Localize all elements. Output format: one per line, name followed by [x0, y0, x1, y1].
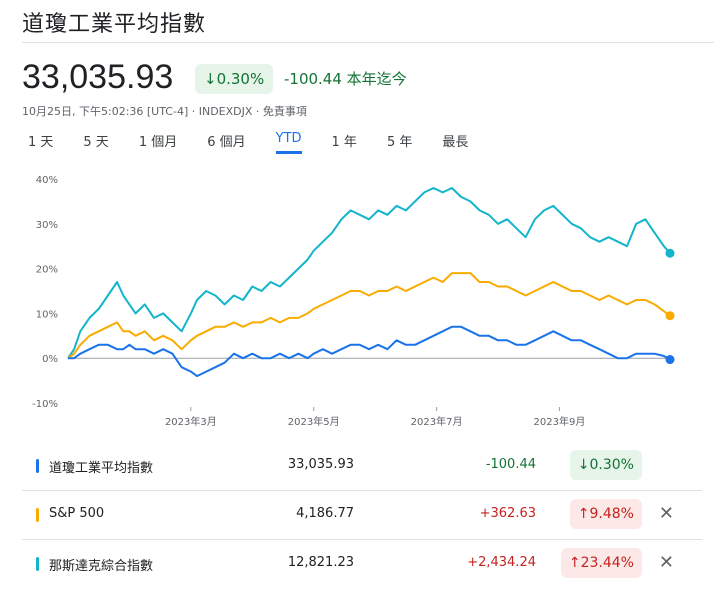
range-tab[interactable]: 1 年: [331, 135, 357, 150]
x-tick-label: 2023年7月: [411, 415, 463, 428]
title-divider: [22, 42, 714, 43]
index-row[interactable]: 那斯達克綜合指數 12,821.23 +2,434.24 ↑23.44% ✕: [22, 540, 702, 588]
y-tick-label: 0%: [42, 354, 58, 365]
series-line: [67, 272, 671, 360]
range-tab[interactable]: 5 年: [386, 135, 413, 150]
index-name: 道瓊工業平均指數: [49, 461, 154, 476]
range-tab[interactable]: 1 個月: [138, 135, 178, 150]
down-arrow-icon: ↓: [204, 70, 217, 88]
series-line: [67, 187, 671, 359]
y-tick-label: 10%: [36, 309, 58, 320]
series-end-point: [665, 248, 675, 258]
quote-meta: 10月25日, 下午5:02:36 [UTC-4] · INDEXDJX · 免…: [22, 105, 307, 118]
index-chart: -10% 0% 10% 20% 30% 40% 2023年3月 2023年5月 2023年7月 2…: [32, 175, 675, 428]
series-end-point: [665, 311, 675, 321]
change-pct-value: 0.30%: [216, 70, 265, 88]
index-row[interactable]: S&P 500 4,186.77 +362.63 ↑9.48% ✕: [22, 491, 702, 540]
index-name: 那斯達克綜合指數: [49, 559, 154, 574]
close-icon[interactable]: ✕: [658, 503, 674, 524]
index-price: 12,821.23: [287, 555, 354, 570]
range-tab[interactable]: YTD: [275, 131, 302, 154]
index-change-pct-badge: ↑9.48%: [569, 499, 642, 529]
series-end-point: [665, 355, 675, 365]
index-change: +2,434.24: [467, 555, 536, 570]
series-color-marker: [36, 557, 39, 571]
range-tab[interactable]: 1 天: [28, 135, 54, 150]
y-tick-label: 30%: [36, 220, 58, 231]
index-row[interactable]: 道瓊工業平均指數 33,035.93 -100.44 ↓0.30%: [22, 442, 702, 491]
range-tab[interactable]: 6 個月: [207, 135, 246, 150]
series-color-marker: [36, 459, 39, 473]
x-tick-label: 2023年3月: [165, 415, 217, 428]
page-title: 道瓊工業平均指數: [22, 12, 207, 37]
index-change: +362.63: [479, 506, 536, 521]
close-icon[interactable]: ✕: [658, 552, 674, 573]
index-change-pct-badge: ↑23.44%: [560, 548, 642, 578]
change-text: -100.44 本年迄今: [284, 70, 407, 88]
index-change-pct-badge: ↓0.30%: [569, 450, 642, 480]
current-price: 33,035.93: [22, 58, 174, 96]
range-tabs: 1 天 5 天 1 個月 6 個月 YTD 1 年 5 年 最長: [28, 131, 498, 154]
range-tab[interactable]: 5 天: [83, 135, 109, 150]
change-pct-badge: ↓0.30%: [195, 64, 274, 94]
series-line: [68, 325, 671, 378]
x-tick-label: 2023年9月: [534, 415, 586, 428]
index-price: 33,035.93: [287, 457, 354, 472]
index-change: -100.44: [485, 457, 536, 472]
index-price: 4,186.77: [296, 506, 354, 521]
x-tick-label: 2023年5月: [288, 415, 340, 428]
range-tab[interactable]: 最長: [442, 135, 469, 150]
y-tick-label: 20%: [36, 265, 58, 276]
comparison-list: 道瓊工業平均指數 33,035.93 -100.44 ↓0.30% S&P 500 4,1…: [22, 442, 702, 588]
series-color-marker: [36, 508, 39, 522]
index-name: S&P 500: [49, 506, 105, 521]
y-tick-label: 40%: [36, 175, 58, 186]
y-tick-label: -10%: [32, 399, 58, 410]
